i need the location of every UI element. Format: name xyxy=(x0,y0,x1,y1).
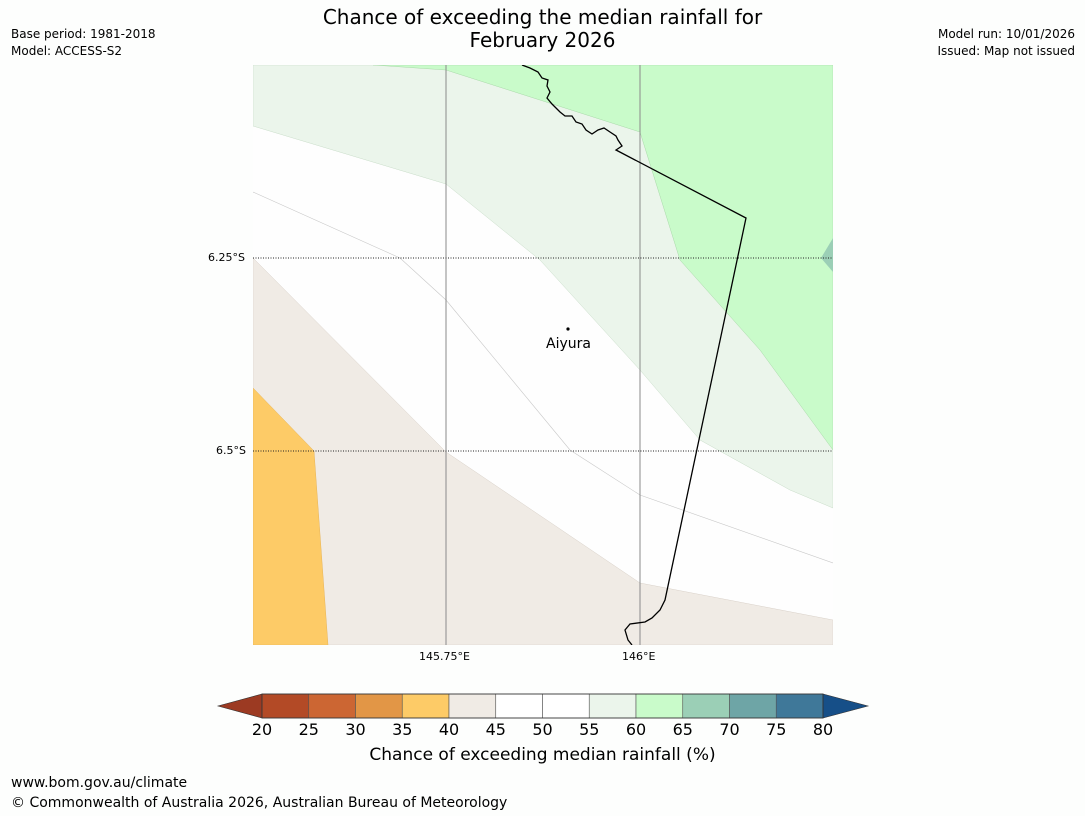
colorbar-tick-label: 80 xyxy=(812,720,834,739)
lat-label-6-5: 6.5°S xyxy=(216,444,246,457)
colorbar xyxy=(216,693,870,719)
footer-copyright: © Commonwealth of Australia 2026, Austra… xyxy=(11,795,508,811)
colorbar-bin xyxy=(542,693,590,719)
lon-label-145-75: 145.75°E xyxy=(419,650,470,663)
colorbar-bin xyxy=(448,693,497,719)
model-run-text: Model run: 10/01/2026 xyxy=(937,27,1075,41)
colorbar-bin xyxy=(588,693,637,719)
contour-line xyxy=(253,191,833,564)
base-period-text: Base period: 1981-2018 xyxy=(11,27,156,41)
colorbar-extend-high xyxy=(822,693,870,719)
colorbar-tick-label: 45 xyxy=(485,720,506,739)
colorbar-tick-label: 20 xyxy=(251,720,273,739)
meta-left: Base period: 1981-2018 Model: ACCESS-S2 xyxy=(11,26,156,60)
region-35-40 xyxy=(253,387,329,645)
title-line-2: February 2026 xyxy=(469,28,616,52)
meta-right: Model run: 10/01/2026 Issued: Map not is… xyxy=(937,26,1075,60)
colorbar-tick-label: 50 xyxy=(532,720,553,739)
colorbar-bin xyxy=(775,693,824,719)
colorbar-tick-label: 30 xyxy=(345,720,366,739)
colorbar-tick-label: 40 xyxy=(438,720,460,739)
colorbar-bin xyxy=(729,693,777,719)
colorbar-bin xyxy=(308,693,356,719)
colorbar-tick-label: 25 xyxy=(298,720,319,739)
colorbar-tick-label: 75 xyxy=(766,720,787,739)
colorbar-tick-label: 65 xyxy=(672,720,693,739)
colorbar-bin xyxy=(495,693,543,719)
colorbar-bin xyxy=(261,693,310,719)
model-text: Model: ACCESS-S2 xyxy=(11,44,123,58)
colorbar-bin xyxy=(355,693,403,719)
colorbar-tick-label: 60 xyxy=(625,720,647,739)
colorbar-outline xyxy=(261,693,824,719)
lon-label-146: 146°E xyxy=(622,650,656,663)
coastline-border xyxy=(521,65,747,645)
colorbar-tick-label: 55 xyxy=(579,720,600,739)
colorbar-bin xyxy=(401,693,450,719)
colorbar-bin xyxy=(682,693,730,719)
lat-label-6-25: 6.25°S xyxy=(208,251,245,264)
aiyura-marker xyxy=(566,327,570,331)
map-canvas xyxy=(253,65,833,645)
colorbar-tick-label: 35 xyxy=(392,720,413,739)
title-line-1: Chance of exceeding the median rainfall … xyxy=(322,5,763,29)
colorbar-extend-low xyxy=(216,693,263,719)
region-60-65 xyxy=(372,65,833,451)
colorbar-label: Chance of exceeding median rainfall (%) xyxy=(369,745,716,765)
footer-url: www.bom.gov.au/climate xyxy=(11,775,188,791)
colorbar-bin xyxy=(635,693,684,719)
map-title: Chance of exceeding the median rainfall … xyxy=(0,6,1085,52)
region-65-70 xyxy=(821,238,833,272)
issued-text: Issued: Map not issued xyxy=(937,44,1075,58)
colorbar-tick-label: 70 xyxy=(719,720,740,739)
place-label-aiyura: Aiyura xyxy=(546,336,591,352)
